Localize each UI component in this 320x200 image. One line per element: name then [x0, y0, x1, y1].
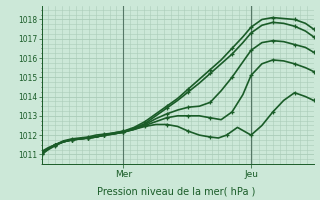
Text: Pression niveau de la mer( hPa ): Pression niveau de la mer( hPa ) — [97, 186, 255, 196]
